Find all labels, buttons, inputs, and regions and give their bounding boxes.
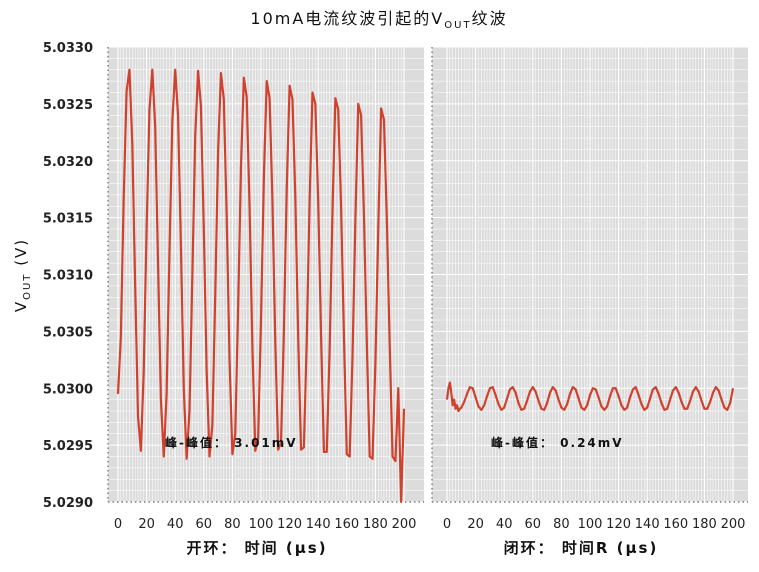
x-tick-label: 80 [553,517,570,532]
x-ticks-right: 0 20 40 60 80 100 120 140 160 180 200 [443,517,746,532]
series-line-closed-loop [445,381,735,413]
x-tick-label: 200 [392,517,417,532]
chart-title: 10mA电流纹波引起的VOUT纹波 [250,9,507,31]
x-tick-label: 80 [224,517,241,532]
y-ticks: 5.0290 5.0295 5.0300 5.0305 5.0310 5.0315 5.03… [43,41,93,511]
panel-open-loop: 5.0290 5.0295 5.0300 5.0305 5.0310 5.0315 5.03… [43,41,424,557]
y-tick-label: 5.0305 [43,325,93,340]
x-tick-label: 140 [306,517,331,532]
y-axis-label: VOUT (V) [12,238,33,312]
x-tick-label: 180 [363,517,388,532]
y-tick-label: 5.0295 [43,439,93,454]
x-tick-label: 180 [692,517,717,532]
y-tick-label: 5.0290 [43,496,93,511]
y-axis-label-sub: OUT [22,273,33,300]
y-tick-label: 5.0330 [43,41,93,56]
y-axis-label-tail: (V) [12,238,30,273]
x-tick-label: 40 [167,517,184,532]
series-line-open-loop [116,68,406,504]
x-tick-label: 100 [249,517,274,532]
x-tick-label: 160 [334,517,359,532]
y-tick-label: 5.0300 [43,382,93,397]
y-tick-label: 5.0320 [43,155,93,170]
annotation-open-loop: 峰-峰值： 3.01mV [165,435,298,450]
x-tick-label: 160 [663,517,688,532]
x-tick-label: 0 [114,517,122,532]
x-tick-label: 140 [635,517,660,532]
chart-title-sub: OUT [444,20,471,31]
x-tick-label: 20 [467,517,484,532]
grid-left [107,46,424,503]
x-axis-label-open-loop: 开环： 时间 (μs) [186,539,327,557]
x-tick-label: 200 [721,517,746,532]
x-tick-label: 120 [277,517,302,532]
x-tick-label: 60 [196,517,213,532]
chart-title-main: 10mA电流纹波引起的V [250,9,444,28]
x-axis-label-closed-loop: 闭环： 时间R (μs) [504,539,659,557]
x-tick-label: 60 [525,517,542,532]
chart-title-tail: 纹波 [472,9,508,28]
x-tick-label: 120 [606,517,631,532]
x-ticks-left: 0 20 40 60 80 100 120 140 160 180 200 [114,517,417,532]
y-tick-label: 5.0310 [43,269,93,284]
panel-closed-loop: 0 20 40 60 80 100 120 140 160 180 200 峰-峰值： 0.24mV… [431,46,748,557]
grid-right [431,46,748,503]
x-tick-label: 100 [578,517,603,532]
annotation-closed-loop: 峰-峰值： 0.24mV [491,435,624,450]
x-tick-label: 20 [138,517,155,532]
x-tick-label: 0 [443,517,451,532]
y-tick-label: 5.0325 [43,98,93,113]
y-tick-label: 5.0315 [43,212,93,227]
y-axis-label-main: V [12,300,30,312]
x-tick-label: 40 [496,517,513,532]
